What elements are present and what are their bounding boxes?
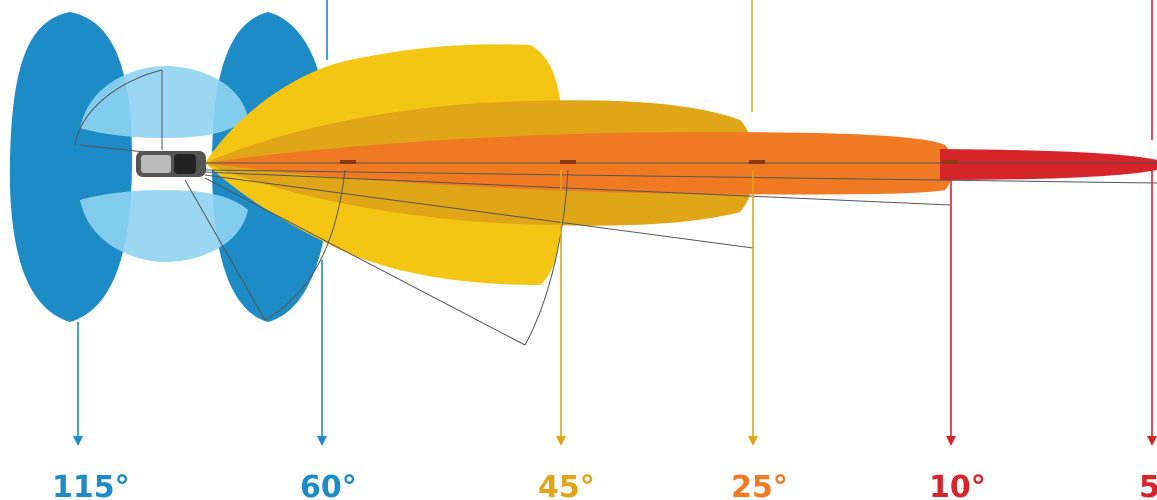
- long-lobe: [940, 149, 1157, 180]
- beam-lines: [74, 69, 1157, 346]
- range-label: 5: [1139, 470, 1157, 500]
- range-label: 45°: [538, 470, 595, 500]
- range-label: 60°: [300, 470, 357, 500]
- near-field: [80, 66, 248, 138]
- range-label: 10°: [929, 470, 986, 500]
- range-markers: [340, 160, 958, 164]
- near-field: [80, 190, 248, 262]
- range-label: 115°: [52, 470, 130, 500]
- vehicle: [136, 151, 206, 177]
- range-arrows: [73, 0, 1157, 446]
- range-label: 25°: [731, 470, 788, 500]
- side-lobe: [9, 12, 132, 322]
